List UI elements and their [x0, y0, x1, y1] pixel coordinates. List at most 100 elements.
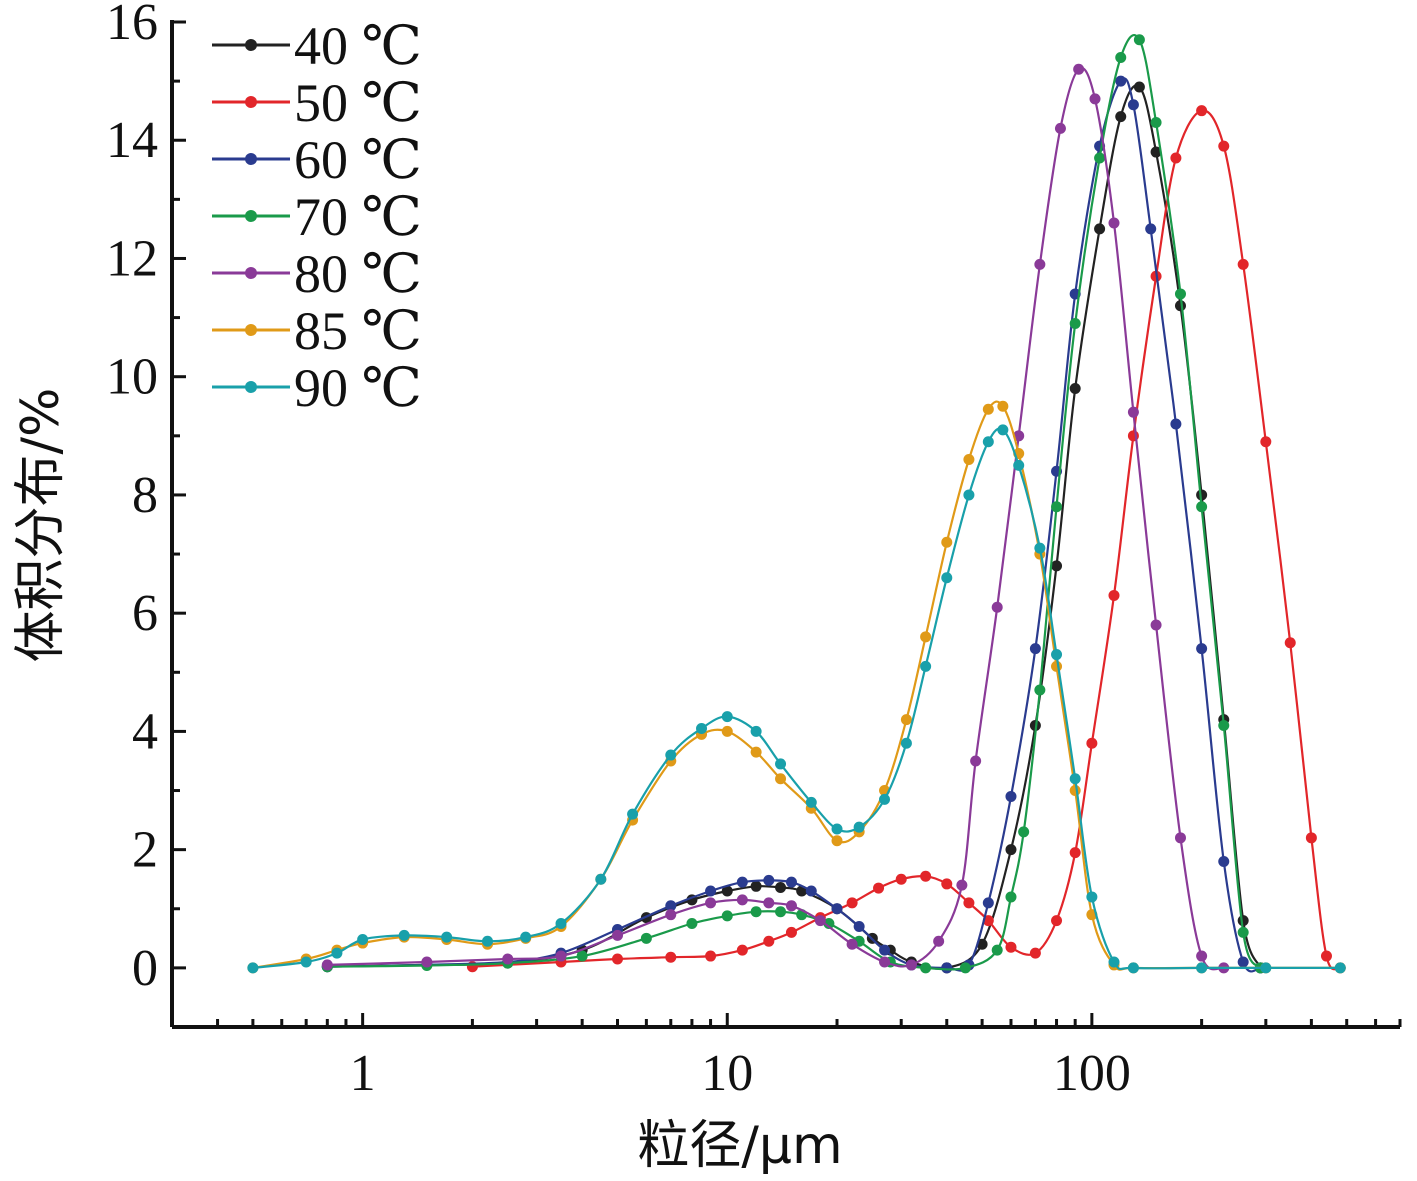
- data-point: [920, 660, 932, 672]
- data-point: [982, 897, 994, 909]
- data-point: [721, 725, 733, 737]
- data-point: [846, 897, 858, 909]
- data-point: [959, 962, 971, 974]
- data-point: [831, 835, 843, 847]
- data-point: [1051, 501, 1063, 513]
- data-point: [696, 722, 708, 734]
- legend-item: 60 ℃: [212, 130, 422, 190]
- data-point: [905, 959, 917, 971]
- legend-marker: [245, 96, 257, 108]
- data-point: [331, 947, 343, 959]
- data-point: [1174, 832, 1186, 844]
- data-point: [785, 900, 797, 912]
- data-point: [1174, 288, 1186, 300]
- x-tick-label: 10: [701, 1045, 753, 1102]
- data-point: [763, 874, 775, 886]
- data-point: [1260, 436, 1272, 448]
- data-point: [1115, 75, 1127, 87]
- legend-marker: [245, 267, 257, 279]
- data-point: [665, 951, 677, 963]
- data-point: [721, 711, 733, 723]
- data-point: [1133, 81, 1145, 93]
- legend-item: 90 ℃: [212, 358, 422, 418]
- data-point: [1284, 637, 1296, 649]
- data-point: [1145, 223, 1157, 235]
- data-point: [846, 938, 858, 950]
- data-point: [321, 959, 333, 971]
- data-point: [721, 885, 733, 897]
- axes: 0 2 4 6 8 10 12 14 16 1 10 100: [106, 0, 1402, 1102]
- series-6: [247, 400, 1346, 974]
- data-point: [1051, 660, 1063, 672]
- data-point: [750, 906, 762, 918]
- data-point: [576, 950, 588, 962]
- y-tick-label: 10: [106, 349, 158, 406]
- data-point: [1108, 217, 1120, 229]
- data-point: [997, 424, 1009, 436]
- data-point: [1051, 915, 1063, 927]
- series-3: [321, 75, 1266, 974]
- data-point: [1196, 489, 1208, 501]
- data-point: [920, 631, 932, 643]
- data-point: [750, 746, 762, 758]
- data-point: [1150, 117, 1162, 128]
- y-tick-label: 14: [106, 112, 158, 169]
- data-point: [665, 900, 677, 912]
- data-point: [831, 823, 843, 835]
- legend-item: 70 ℃: [212, 187, 422, 247]
- data-point: [750, 880, 762, 892]
- data-point: [997, 400, 1009, 412]
- data-point: [611, 929, 623, 941]
- data-point: [1150, 619, 1162, 631]
- legend-label: 70 ℃: [294, 187, 422, 247]
- legend-item: 80 ℃: [212, 244, 422, 304]
- data-point: [1320, 950, 1332, 962]
- legend-item: 40 ℃: [212, 16, 422, 76]
- y-tick-label: 12: [106, 230, 158, 287]
- x-axis-title: 粒径/μm: [637, 1116, 842, 1176]
- data-point: [1034, 542, 1046, 554]
- data-point: [941, 962, 953, 974]
- data-point: [956, 879, 968, 891]
- series-line: [327, 77, 1261, 973]
- data-point: [1108, 956, 1120, 968]
- legend-label: 90 ℃: [294, 358, 422, 418]
- data-point: [775, 906, 787, 918]
- data-point: [441, 931, 453, 943]
- data-point: [1069, 383, 1081, 395]
- data-point: [1133, 34, 1145, 46]
- data-point: [763, 897, 775, 909]
- y-tick-label: 16: [106, 0, 158, 51]
- data-point: [853, 821, 865, 833]
- data-point: [1150, 146, 1162, 158]
- data-point: [1237, 956, 1249, 968]
- y-tick-label: 0: [132, 940, 158, 997]
- data-point: [1305, 832, 1317, 844]
- data-point: [775, 881, 787, 893]
- legend: 40 ℃50 ℃60 ℃70 ℃80 ℃85 ℃90 ℃: [212, 16, 422, 418]
- y-tick-label: 2: [132, 822, 158, 879]
- series-1: [321, 81, 1266, 974]
- legend-label: 60 ℃: [294, 130, 422, 190]
- data-point: [736, 876, 748, 888]
- data-point: [750, 725, 762, 737]
- data-point: [920, 962, 932, 974]
- data-point: [555, 950, 567, 962]
- data-point: [627, 808, 639, 820]
- data-point: [805, 885, 817, 897]
- data-point: [941, 572, 953, 584]
- data-point: [1069, 785, 1081, 797]
- data-point: [1334, 962, 1346, 974]
- data-point: [785, 876, 797, 888]
- data-point: [879, 956, 891, 968]
- legend-label: 85 ℃: [294, 301, 422, 361]
- data-point: [900, 737, 912, 749]
- data-point: [873, 882, 885, 894]
- legend-marker: [245, 381, 257, 393]
- data-point: [1005, 844, 1017, 856]
- legend-label: 50 ℃: [294, 73, 422, 133]
- data-point: [879, 793, 891, 805]
- data-point: [357, 934, 369, 946]
- data-point: [640, 932, 652, 944]
